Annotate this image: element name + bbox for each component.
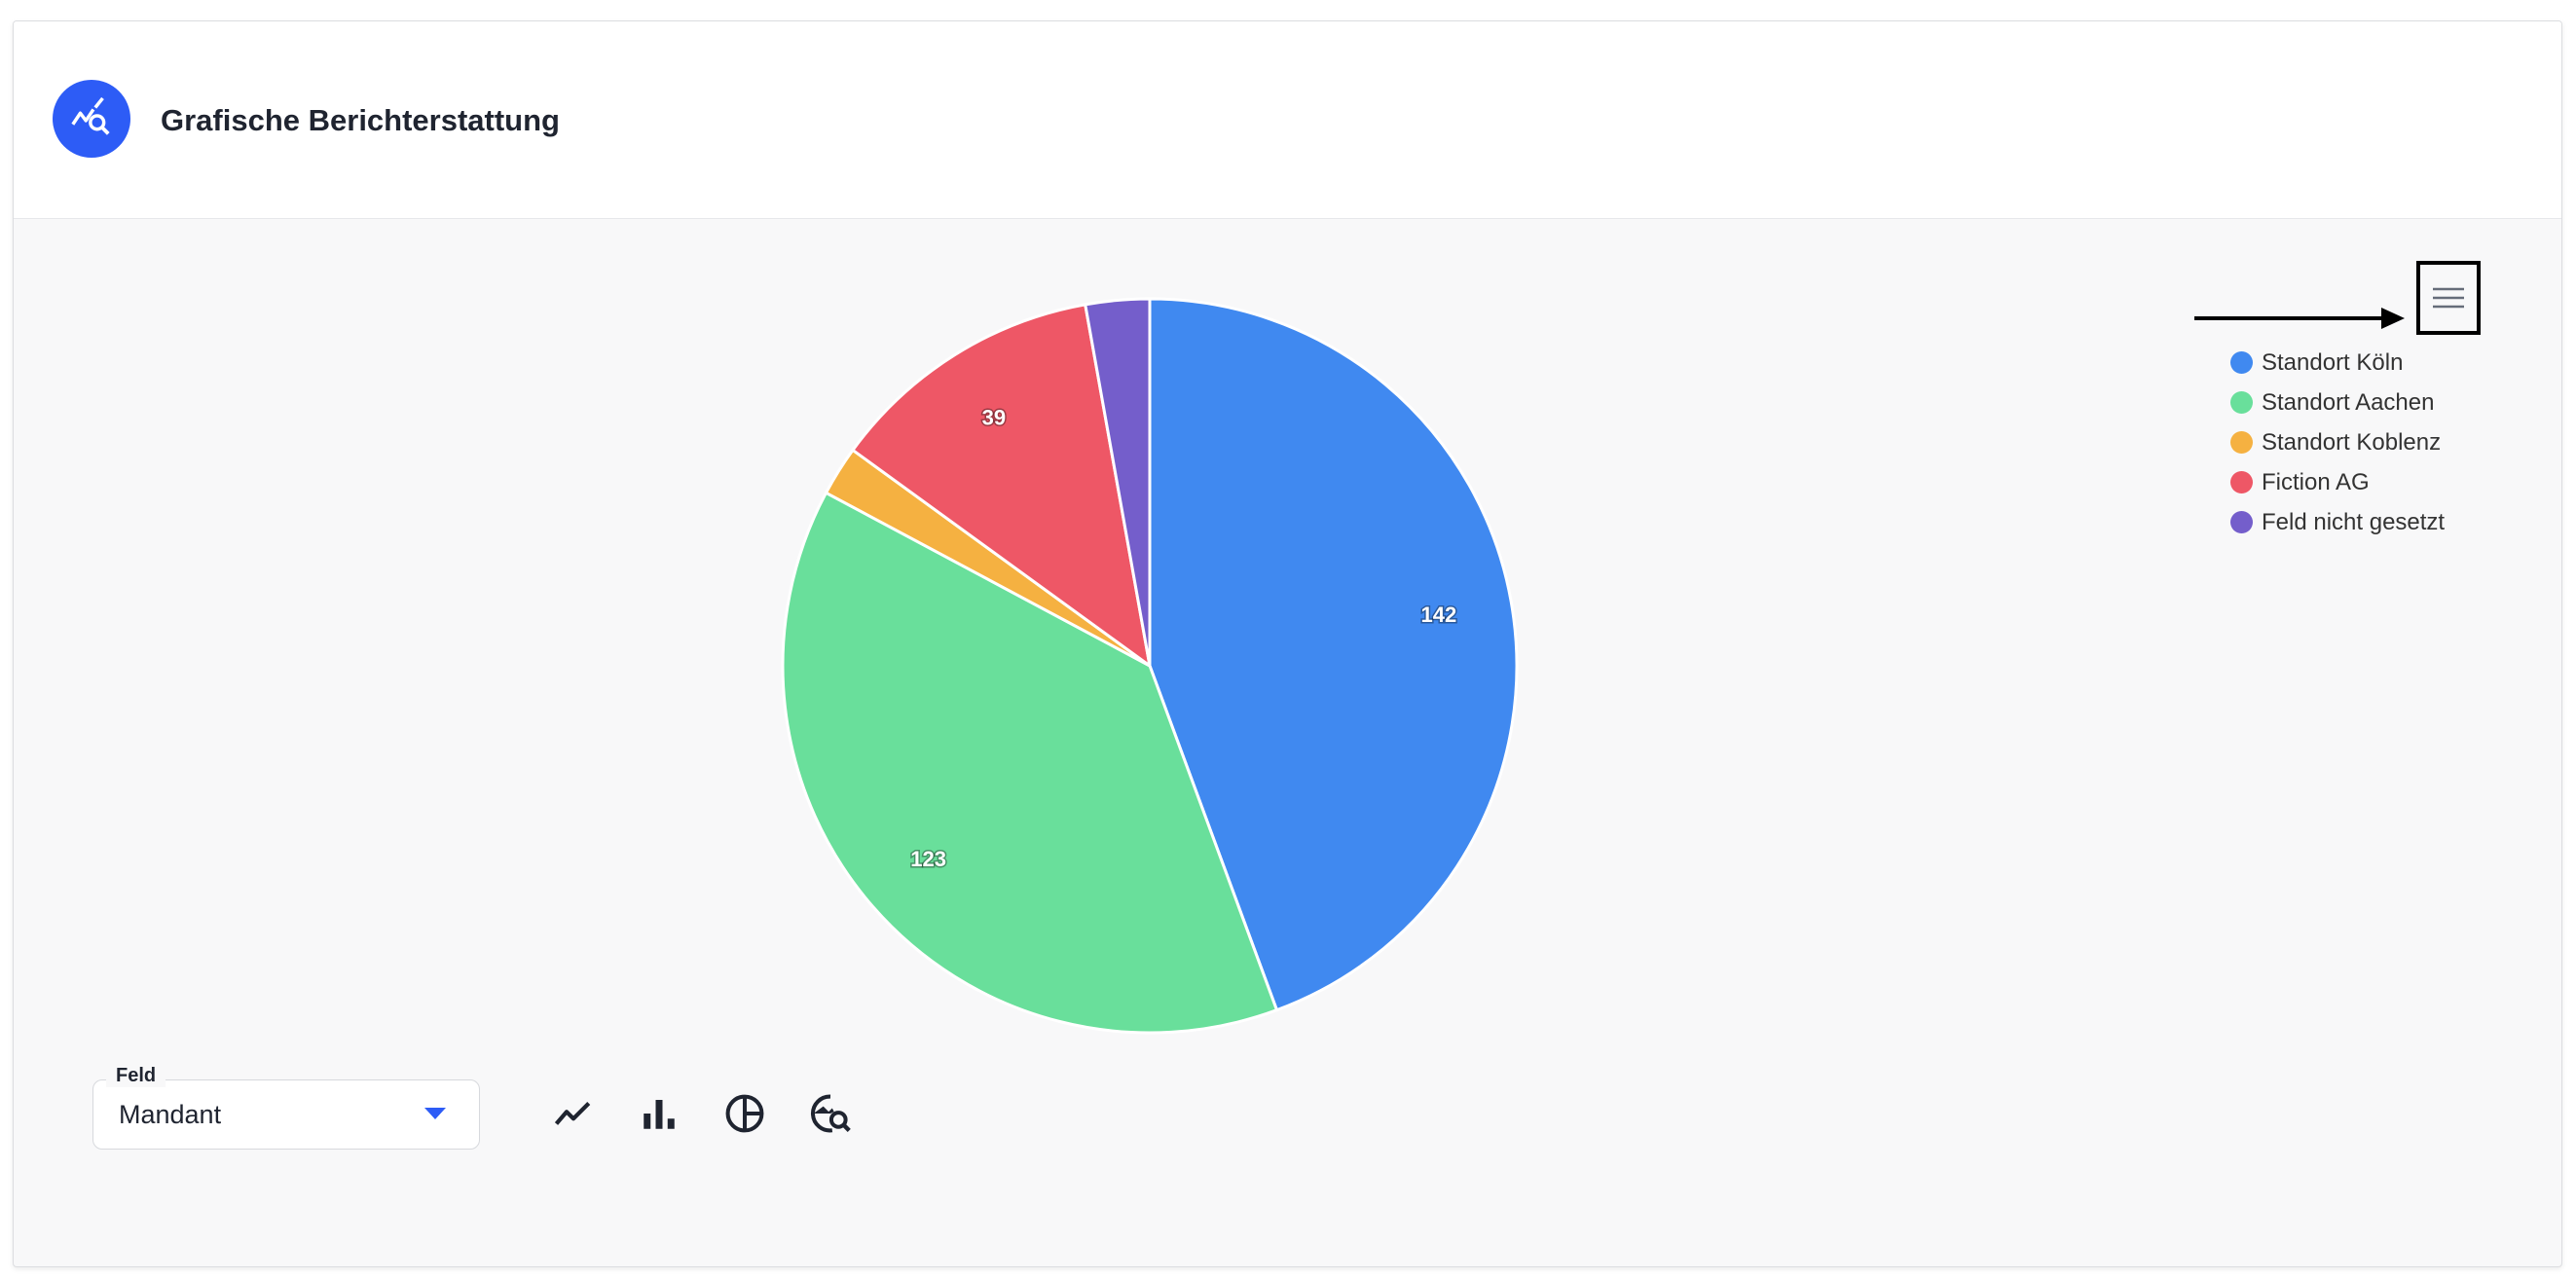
chart-search-icon xyxy=(53,80,130,158)
pie-slice-1[interactable] xyxy=(1148,297,1519,1012)
legend-marker xyxy=(2230,471,2253,493)
legend-marker xyxy=(2230,391,2253,414)
field-value: Mandant xyxy=(119,1100,222,1129)
legend-item[interactable]: Standort Aachen xyxy=(2230,383,2445,422)
legend-label: Standort Koblenz xyxy=(2262,428,2442,456)
legend-item[interactable]: Standort Köln xyxy=(2230,343,2445,383)
legend-item[interactable]: Standort Koblenz xyxy=(2230,422,2445,462)
legend-label: Feld nicht gesetzt xyxy=(2262,508,2446,535)
line-chart-icon[interactable] xyxy=(550,1090,597,1137)
legend-marker xyxy=(2230,431,2253,454)
data-label-4: 39 xyxy=(982,405,1006,429)
legend-label: Standort Köln xyxy=(2262,348,2404,376)
hamburger-menu-icon[interactable] xyxy=(2416,261,2481,335)
chevron-down-icon xyxy=(424,1108,446,1119)
data-label-2: 123 xyxy=(910,847,946,871)
page-title: Grafische Berichterstattung xyxy=(161,103,560,137)
pie-chart-icon[interactable] xyxy=(721,1090,768,1137)
pie-slice-2[interactable] xyxy=(781,491,1279,1035)
legend-label: Fiction AG xyxy=(2262,468,2370,495)
legend-marker xyxy=(2230,511,2253,533)
legend-item[interactable]: Fiction AG xyxy=(2230,462,2445,502)
report-card: Grafische Berichterstattung 142 123 39 Sta… xyxy=(13,20,2562,1267)
chart-search-icon[interactable] xyxy=(807,1090,854,1137)
legend-marker xyxy=(2230,351,2253,374)
field-label: Feld xyxy=(106,1065,166,1087)
bar-chart-icon[interactable] xyxy=(636,1090,682,1137)
data-label-1: 142 xyxy=(1421,603,1457,627)
legend-item[interactable]: Feld nicht gesetzt xyxy=(2230,502,2445,542)
chart-legend: Standort Köln Standort Aachen Standort Kob… xyxy=(2230,343,2445,542)
arrow-annotation xyxy=(2194,308,2405,329)
pie-slice-4[interactable] xyxy=(850,303,1153,670)
card-header: Grafische Berichterstattung xyxy=(14,21,2561,219)
pie-chart: 142 123 39 xyxy=(781,297,1519,1035)
field-select[interactable]: Feld Mandant xyxy=(92,1065,480,1150)
legend-label: Standort Aachen xyxy=(2262,388,2435,416)
pie-slice-5[interactable] xyxy=(1083,297,1152,667)
